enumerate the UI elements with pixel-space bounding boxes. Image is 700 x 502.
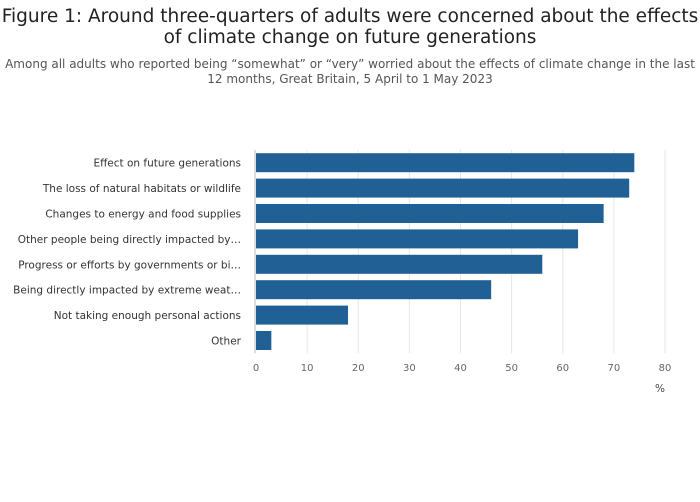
x-tick-label: 50 [505, 363, 518, 374]
category-label: The loss of natural habitats or wildlife [42, 183, 241, 195]
category-label: Changes to energy and food supplies [45, 209, 241, 221]
category-label: Other people being directly impacted by… [18, 234, 241, 246]
chart-subtitle: Among all adults who reported being “som… [0, 57, 700, 87]
category-label: Other [211, 336, 241, 348]
x-tick-label: 0 [253, 363, 259, 374]
chart-title-line-2: of climate change on future generations [163, 27, 537, 48]
x-tick-labels: 0 10 20 30 40 50 60 70 80 [253, 363, 672, 374]
bars [256, 153, 635, 350]
category-label: Not taking enough personal actions [54, 310, 241, 322]
x-tick-label: 40 [454, 363, 467, 374]
bar[interactable] [256, 254, 543, 274]
bar[interactable] [256, 280, 492, 300]
x-axis-unit-label: % [655, 383, 665, 395]
x-tick-label: 30 [403, 363, 416, 374]
x-tick-label: 80 [659, 363, 672, 374]
chart-subtitle-line-2: 12 months, Great Britain, 5 April to 1 M… [207, 72, 493, 86]
x-tick-label: 20 [352, 363, 365, 374]
bar[interactable] [256, 204, 604, 223]
x-tick-label: 60 [556, 363, 569, 374]
category-labels: Effect on future generations The loss of … [13, 158, 241, 348]
x-tick-label: 10 [301, 363, 314, 374]
category-label: Effect on future generations [93, 158, 241, 170]
bar[interactable] [256, 331, 272, 350]
chart-title: Figure 1: Around three-quarters of adult… [0, 6, 700, 48]
bar[interactable] [256, 229, 579, 249]
category-label: Progress or efforts by governments or bi… [18, 259, 241, 271]
chart-subtitle-line-1: Among all adults who reported being “som… [5, 57, 695, 71]
bar[interactable] [256, 153, 635, 173]
bar[interactable] [256, 178, 630, 198]
category-label: Being directly impacted by extreme weat… [13, 285, 241, 297]
bar[interactable] [256, 305, 349, 325]
x-tick-label: 70 [608, 363, 621, 374]
chart-title-line-1: Figure 1: Around three-quarters of adult… [1, 6, 699, 27]
